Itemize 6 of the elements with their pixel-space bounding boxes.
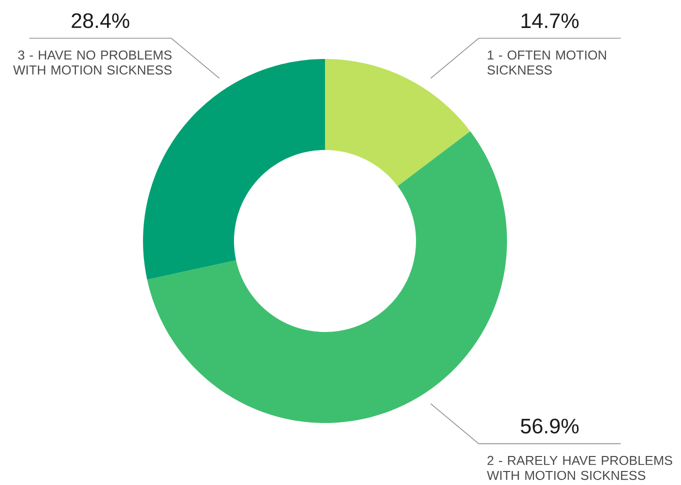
slice-label: 1 - OFTEN MOTION SICKNESS (487, 50, 606, 75)
data-label: 28.4% (72, 13, 130, 28)
slice-label: 2 - RARELY HAVE PROBLEMS WITH MOTION SICKNESS (486, 456, 672, 480)
data-label: 56.9% (520, 418, 579, 434)
data-label: 14.7% (522, 13, 579, 28)
slice-label: 3 - HAVE NO PROBLEMS WITH MOTION SICKNESS (13, 50, 172, 75)
